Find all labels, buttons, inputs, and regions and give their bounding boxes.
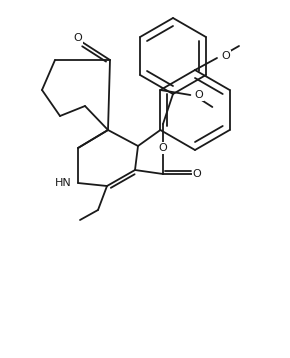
Text: O: O (221, 51, 230, 61)
Text: O: O (193, 169, 201, 179)
Text: O: O (74, 33, 82, 43)
Text: HN: HN (55, 178, 72, 188)
Text: O: O (159, 143, 167, 153)
Text: O: O (194, 90, 203, 100)
